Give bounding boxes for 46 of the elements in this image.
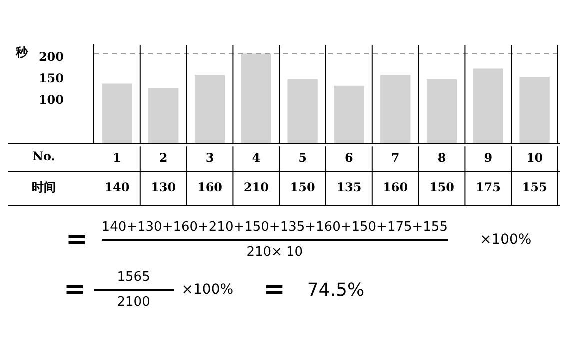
data-label: 210 <box>244 180 269 195</box>
y-tick-label: 150 <box>38 72 64 86</box>
x-tick-label: 3 <box>206 150 214 165</box>
x-tick-label: 5 <box>298 150 307 165</box>
data-label: 150 <box>290 180 316 195</box>
text: = <box>264 275 286 305</box>
x-tick-label: 4 <box>252 150 261 165</box>
text: 210× 10 <box>246 245 304 260</box>
data-label: 160 <box>197 180 223 195</box>
x-tick-label: 2 <box>159 150 168 165</box>
text: = <box>66 225 88 255</box>
bar <box>241 54 272 144</box>
text: 2100 <box>117 295 150 310</box>
data-label: 155 <box>522 180 548 195</box>
data-label: 135 <box>336 180 362 195</box>
x-tick-label: 8 <box>438 150 446 165</box>
x-tick-label: 10 <box>526 150 544 165</box>
y-tick-label: 200 <box>38 50 64 64</box>
data-label: 130 <box>151 180 176 195</box>
x-axis-title: No. <box>32 150 56 164</box>
bar <box>194 75 226 144</box>
text: 时间 <box>32 180 56 195</box>
bar <box>380 75 411 144</box>
data-label: 150 <box>429 180 455 195</box>
y-tick-label: 100 <box>38 92 64 107</box>
bar <box>473 68 504 144</box>
x-tick-label: 1 <box>113 150 122 165</box>
x-tick-label: 9 <box>484 150 493 165</box>
y-axis-title: 秒 <box>15 45 29 60</box>
data-label: 160 <box>383 180 408 195</box>
data-label: 140 <box>104 180 130 195</box>
bar <box>148 88 179 144</box>
bar <box>520 77 550 144</box>
bar <box>334 86 364 144</box>
data-label: 175 <box>476 180 501 195</box>
x-tick-label: 6 <box>345 150 354 165</box>
bar <box>102 84 132 144</box>
text: ×100% <box>480 232 532 248</box>
bar <box>288 79 318 144</box>
text: 1565 <box>117 270 150 285</box>
text: ×100% <box>182 282 234 298</box>
text: 74.5% <box>307 280 365 300</box>
text: = <box>64 275 86 305</box>
bar <box>426 79 458 144</box>
text: 140+130+160+210+150+135+160+150+175+155 <box>102 220 448 235</box>
x-tick-label: 7 <box>391 150 400 165</box>
